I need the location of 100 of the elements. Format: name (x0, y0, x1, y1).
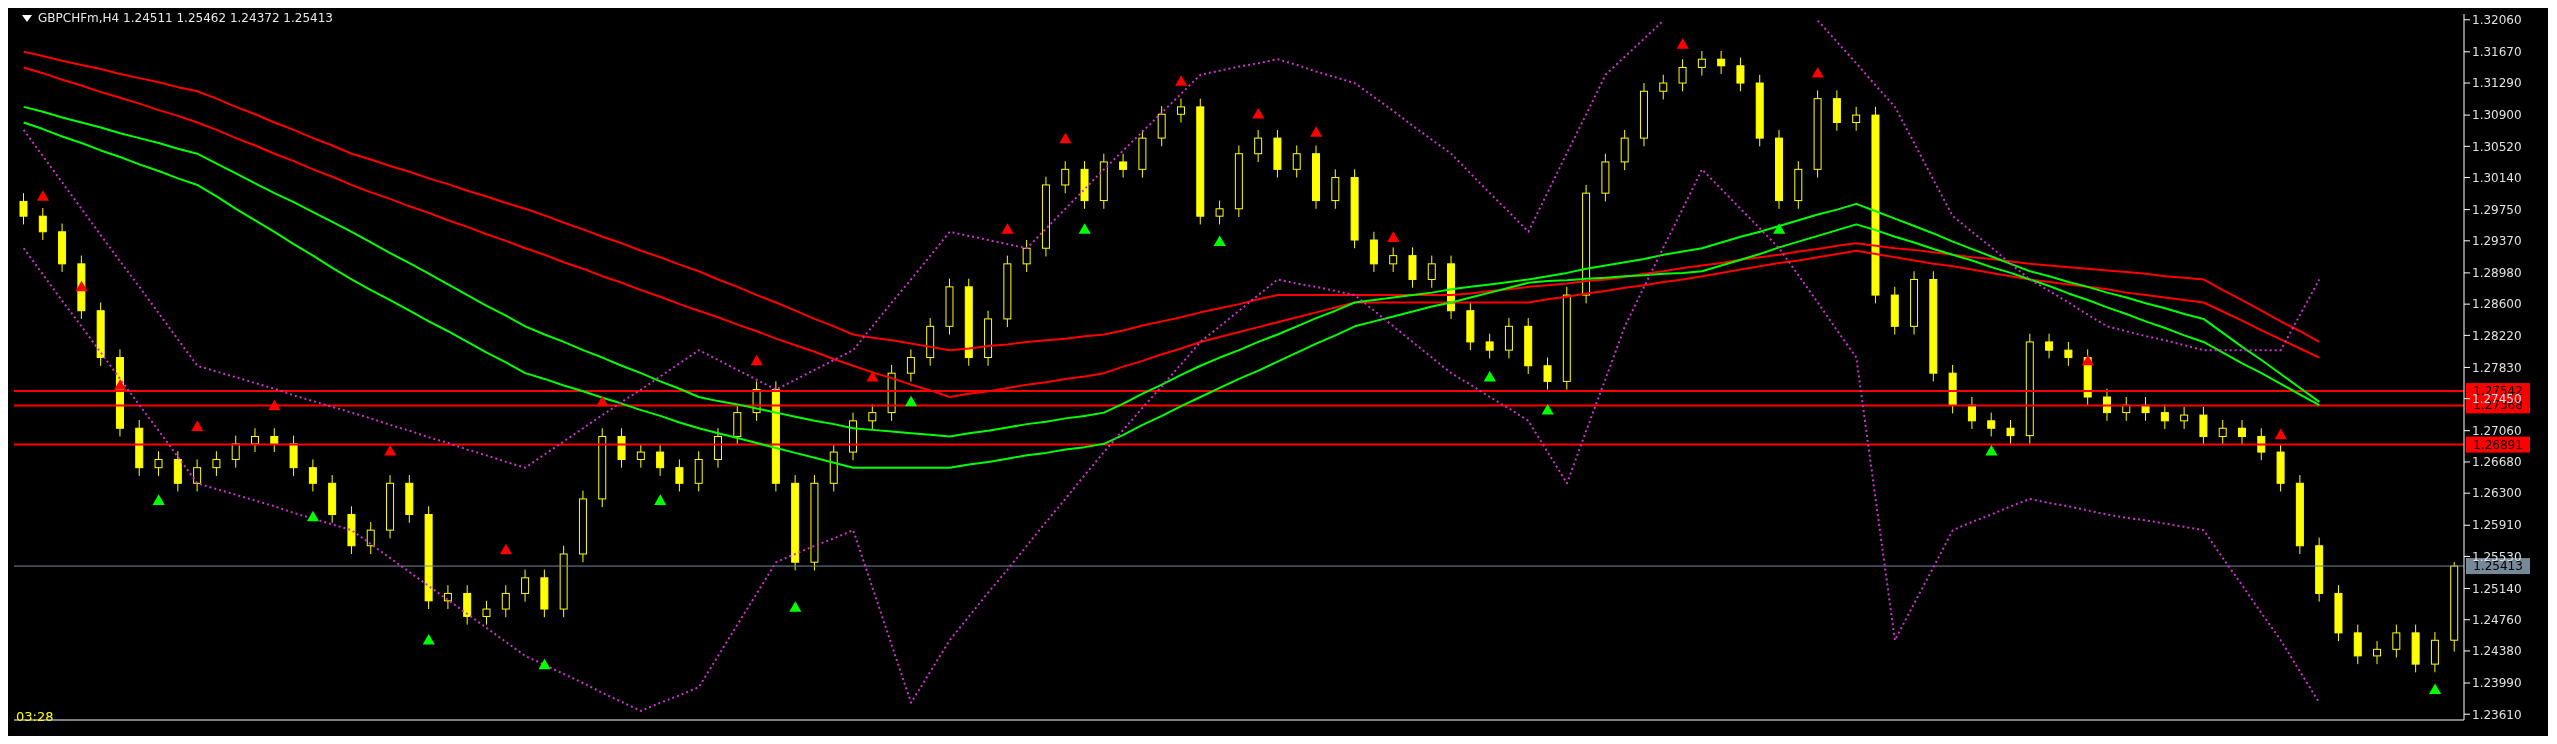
candlestick (906, 348, 915, 382)
candlestick (1832, 89, 1841, 132)
point (538, 658, 551, 670)
y-tick-label: 1.23990 (2472, 676, 2522, 691)
point (1213, 235, 1226, 246)
candlestick (521, 569, 530, 603)
y-tick-label: 1.28600 (2472, 297, 2522, 312)
candlestick (2373, 640, 2382, 665)
point (596, 395, 609, 407)
candlestick (2141, 396, 2150, 422)
point (2274, 428, 2287, 440)
point (499, 543, 513, 555)
point (2081, 354, 2094, 366)
y-tick-label: 1.29370 (2472, 234, 2522, 249)
candlestick (1331, 168, 1340, 210)
candlestick (1157, 105, 1166, 147)
candlestick (173, 450, 182, 493)
candlestick (193, 458, 202, 493)
candlestick (617, 427, 626, 469)
candlestick (1408, 246, 1417, 289)
y-tick-label: 1.25910 (2472, 518, 2522, 533)
candlestick (2045, 333, 2054, 359)
candlestick (2238, 419, 2246, 446)
y-tick-label: 1.31670 (2472, 45, 2522, 60)
point (1175, 75, 1188, 86)
y-tick-label: 1.28220 (2472, 328, 2522, 343)
point (306, 510, 320, 522)
candlestick (231, 435, 240, 469)
candlestick (1119, 153, 1128, 179)
point (2428, 683, 2442, 694)
point (866, 371, 879, 382)
candlestick (1022, 239, 1031, 273)
candlestick (501, 584, 510, 618)
point (904, 395, 918, 407)
y-tick-label: 1.27830 (2472, 360, 2522, 375)
candlestick (1967, 396, 1976, 430)
candlestick (675, 458, 684, 493)
candlestick (1176, 98, 1185, 123)
point (789, 601, 802, 612)
candlestick (1292, 145, 1301, 179)
candlestick (733, 403, 742, 446)
candlestick (2353, 624, 2362, 665)
point (75, 280, 88, 292)
candlestick (463, 584, 472, 626)
y-tick-label: 1.25140 (2472, 581, 2522, 596)
point (268, 399, 281, 411)
candlestick (868, 403, 877, 430)
point (191, 420, 204, 431)
candlestick (1061, 160, 1070, 194)
candlestick (1736, 57, 1745, 92)
candlestick (2064, 341, 2073, 367)
point (1985, 445, 1998, 456)
candlestick (19, 192, 28, 225)
point (1811, 66, 1824, 78)
candlestick (1485, 333, 1494, 359)
y-tick-label: 1.23610 (2472, 707, 2522, 722)
candlestick (366, 521, 375, 555)
y-tick-label: 1.24760 (2472, 612, 2522, 627)
y-tick-label: 1.30900 (2472, 108, 2522, 123)
chart-title: GBPCHFm,H4 1.24511 1.25462 1.24372 1.25413 (38, 11, 333, 25)
point (384, 445, 397, 456)
point (1310, 126, 1323, 137)
point (1773, 223, 1786, 234)
candlestick (2160, 403, 2169, 430)
candlestick (251, 427, 259, 453)
y-tick-label: 1.30520 (2472, 139, 2522, 154)
annotation: 03:28 (16, 709, 54, 724)
line-series (22, 168, 2321, 712)
point (1078, 223, 1091, 234)
candlestick (1659, 74, 1668, 100)
candlestick (1215, 200, 1224, 225)
candlestick (2180, 406, 2189, 430)
candlestick (1543, 357, 1552, 391)
point (36, 190, 50, 201)
point (1541, 403, 1554, 415)
candlestick (2006, 419, 2015, 445)
candlestick (2102, 388, 2111, 422)
candlestick (1852, 106, 1861, 132)
candlestick (713, 427, 722, 469)
candlestick (2218, 419, 2227, 446)
candlestick (1987, 412, 1996, 437)
candlestick (1717, 50, 1726, 75)
candlestick (1254, 129, 1263, 163)
y-tick-label: 1.27060 (2472, 423, 2522, 438)
candlestick (1697, 50, 1706, 77)
candlestick (308, 458, 317, 493)
candlestick (2430, 631, 2439, 673)
candlestick (154, 450, 163, 477)
line-series (22, 50, 2321, 352)
candlestick (289, 435, 298, 477)
ref-line-label: 1.26891 (2473, 437, 2523, 452)
candlestick (694, 450, 703, 493)
candlestick (2257, 427, 2266, 461)
candlestick (482, 600, 491, 626)
candlestick (1678, 58, 1687, 92)
candlestick (2392, 624, 2401, 659)
y-tick-label: 1.28980 (2472, 266, 2522, 281)
candlestick (38, 207, 47, 241)
point (654, 494, 667, 505)
candlestick (1504, 317, 1513, 359)
